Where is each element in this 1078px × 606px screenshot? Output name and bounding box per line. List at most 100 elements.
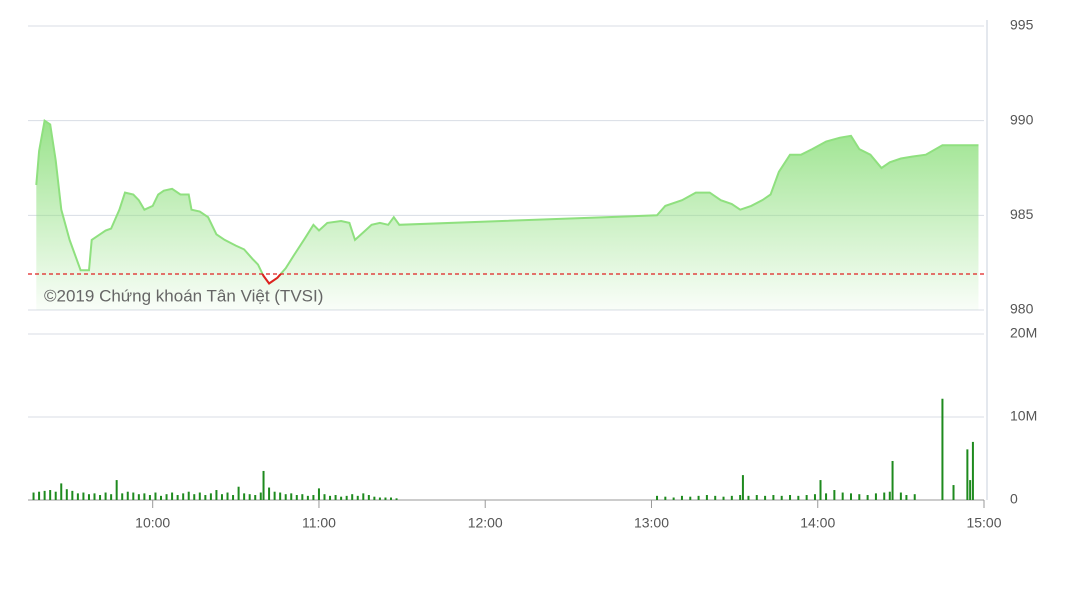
volume-bar xyxy=(71,490,74,500)
volume-bar xyxy=(899,492,902,500)
volume-bar xyxy=(941,398,944,500)
volume-bar xyxy=(279,492,282,500)
volume-bar xyxy=(345,495,348,500)
volume-bar xyxy=(825,493,828,500)
y-tick-label: 995 xyxy=(1010,17,1034,33)
volume-bar xyxy=(254,495,257,500)
volume-bar xyxy=(664,496,667,500)
volume-bar xyxy=(209,493,212,500)
volume-bar xyxy=(334,495,337,500)
price-line xyxy=(35,119,979,285)
volume-bar xyxy=(110,494,113,500)
volume-bar xyxy=(730,495,733,500)
volume-bar xyxy=(656,495,659,500)
y-tick-label: 10M xyxy=(1010,408,1037,424)
volume-bar xyxy=(378,497,381,500)
volume-bar xyxy=(220,494,223,500)
y-tick-label: 980 xyxy=(1010,301,1034,317)
volume-bar xyxy=(833,490,836,500)
volume-bar xyxy=(143,493,146,500)
volume-bar xyxy=(772,495,775,500)
volume-bar xyxy=(905,495,908,500)
volume-bar xyxy=(243,493,246,500)
volume-bar xyxy=(356,495,359,500)
volume-bar xyxy=(317,488,320,500)
y-tick-label: 20M xyxy=(1010,325,1037,341)
volume-bar xyxy=(76,493,79,500)
volume-bar xyxy=(390,497,393,500)
volume-bar xyxy=(54,491,57,500)
volume-bar xyxy=(154,492,157,500)
volume-bar xyxy=(362,493,365,500)
volume-bar xyxy=(301,494,304,500)
volume-bar xyxy=(160,495,163,500)
volume-bar xyxy=(232,495,235,500)
volume-bar xyxy=(49,490,52,500)
volume-bar xyxy=(764,495,767,500)
volume-bar xyxy=(813,494,816,500)
volume-bar xyxy=(819,480,822,500)
volume-bar xyxy=(312,495,315,500)
volume-bar xyxy=(741,475,744,500)
y-tick-label: 985 xyxy=(1010,206,1034,222)
volume-bar xyxy=(384,497,387,500)
volume-bar xyxy=(290,493,293,500)
volume-bar xyxy=(237,486,240,500)
volume-bar xyxy=(755,495,758,500)
x-tick-label: 14:00 xyxy=(800,515,835,531)
volume-bar xyxy=(373,496,376,500)
volume-bar xyxy=(888,491,891,500)
volume-bar xyxy=(395,498,398,500)
volume-bar xyxy=(714,495,717,500)
volume-bar xyxy=(187,491,190,500)
x-tick-label: 13:00 xyxy=(634,515,669,531)
area xyxy=(36,120,979,310)
volume-bar xyxy=(705,495,708,500)
volume-bar xyxy=(952,485,955,500)
y-tick-label: 990 xyxy=(1010,111,1034,127)
volume-bar xyxy=(849,493,852,500)
volume-bar xyxy=(182,493,185,500)
volume-bar xyxy=(60,483,63,500)
volume-bar xyxy=(273,491,276,500)
volume-bar xyxy=(797,495,800,500)
volume-bar xyxy=(259,492,262,500)
volume-bar xyxy=(176,495,179,500)
volume-bar xyxy=(38,491,41,500)
volume-bar xyxy=(226,492,229,500)
volume-bar xyxy=(323,494,326,500)
volume-bar xyxy=(284,494,287,500)
volume-bar xyxy=(165,494,168,500)
volume-bar xyxy=(171,492,174,500)
y-tick-label: 0 xyxy=(1010,491,1018,507)
volume-bar xyxy=(689,496,692,500)
volume-bar xyxy=(805,495,808,500)
volume-bar xyxy=(913,494,916,500)
volume-bar xyxy=(126,491,129,500)
volume-bar xyxy=(883,492,886,500)
volume-bar xyxy=(43,490,46,500)
watermark: ©2019 Chứng khoán Tân Việt (TVSI) xyxy=(44,286,323,305)
volume-bar xyxy=(789,495,792,500)
volume-bar xyxy=(99,495,102,500)
volume-bar xyxy=(132,492,135,500)
volume-bar xyxy=(367,495,370,500)
volume-bar xyxy=(82,492,85,500)
volume-bar xyxy=(115,480,118,500)
volume-bar xyxy=(780,495,783,500)
volume-bar xyxy=(866,495,869,500)
volume-bar xyxy=(329,495,332,500)
volume-bar xyxy=(891,460,894,500)
volume-bar xyxy=(966,449,969,500)
volume-bar xyxy=(93,493,96,500)
x-tick-label: 12:00 xyxy=(468,515,503,531)
volume-bar xyxy=(193,494,196,500)
volume-bar xyxy=(65,489,68,500)
volume-bar xyxy=(874,493,877,500)
volume-bar xyxy=(198,492,201,500)
volume-bar xyxy=(87,494,90,500)
volume-bar xyxy=(295,495,298,500)
volume-bar xyxy=(121,493,124,500)
volume-bar xyxy=(680,495,683,500)
